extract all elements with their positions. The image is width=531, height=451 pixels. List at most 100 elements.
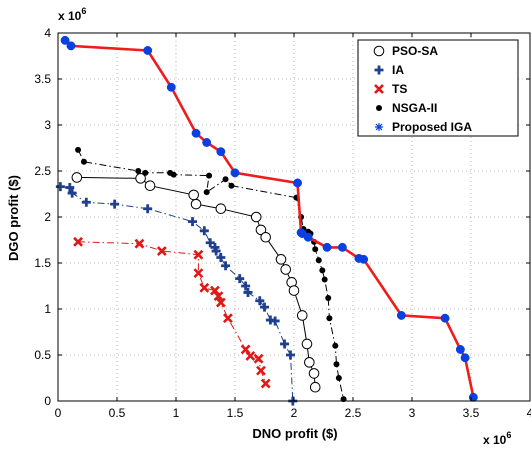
data-point-ia bbox=[211, 246, 221, 256]
legend-entry-nsga-ii: NSGA-II bbox=[376, 101, 437, 115]
data-point-ia bbox=[270, 316, 280, 326]
data-point-ia bbox=[221, 261, 231, 271]
data-point-ia bbox=[235, 274, 245, 284]
data-point-proposed-iga bbox=[60, 35, 70, 45]
data-point-nsga-ii bbox=[135, 168, 142, 174]
data-point-proposed-iga bbox=[322, 242, 332, 252]
data-point-ia bbox=[188, 217, 198, 227]
x-axis-label: DNO profit ($) bbox=[252, 426, 337, 441]
data-point-nsga-ii bbox=[333, 361, 340, 368]
data-point-pso-sa bbox=[250, 211, 262, 223]
data-point-proposed-iga bbox=[440, 313, 450, 323]
data-point-pso-sa bbox=[280, 264, 292, 275]
legend-label-nsga-ii: NSGA-II bbox=[392, 101, 437, 115]
legend-entry-ia: IA bbox=[374, 63, 404, 77]
y-axis-label: DGO profit ($) bbox=[6, 175, 21, 261]
data-point-nsga-ii bbox=[335, 375, 342, 381]
data-point-nsga-ii bbox=[80, 158, 87, 165]
data-point-ts bbox=[73, 236, 83, 247]
data-point-proposed-iga bbox=[293, 178, 302, 188]
legend-entry-pso-sa: PSO-SA bbox=[373, 44, 438, 58]
legend-label-pso-sa: PSO-SA bbox=[392, 44, 438, 58]
data-point-proposed-iga bbox=[143, 46, 153, 55]
data-point-proposed-iga bbox=[455, 345, 465, 354]
y-tick-label: 3.5 bbox=[34, 72, 51, 86]
x-tick-label: 1.5 bbox=[227, 406, 244, 420]
data-point-pso-sa bbox=[296, 310, 308, 321]
series-line-nsga-ii bbox=[77, 149, 345, 400]
data-point-ia bbox=[199, 226, 209, 236]
data-point-ts bbox=[215, 297, 226, 308]
data-point-ts bbox=[134, 238, 145, 249]
data-point-proposed-iga bbox=[468, 392, 478, 402]
legend-label-proposed-iga: Proposed IGA bbox=[392, 120, 472, 134]
legend-label-ia: IA bbox=[392, 63, 404, 77]
data-point-nsga-ii bbox=[222, 176, 229, 183]
legend-marker-proposed-iga bbox=[375, 123, 383, 131]
data-point-nsga-ii bbox=[315, 257, 322, 264]
y-scale-base: x 10 bbox=[58, 9, 82, 23]
data-point-ts bbox=[193, 249, 204, 260]
x-scale-base: x 10 bbox=[483, 433, 507, 447]
x-tick-label: 0.5 bbox=[109, 406, 126, 420]
x-tick-label: 0 bbox=[55, 406, 62, 420]
y-tick-label: 0 bbox=[44, 394, 51, 408]
y-tick-label: 2 bbox=[44, 210, 51, 224]
legend-marker-pso-sa bbox=[373, 45, 385, 57]
legend-entry-ts: TS bbox=[374, 82, 407, 96]
legend-box bbox=[357, 39, 519, 137]
x-tick-label: 3.5 bbox=[463, 406, 480, 420]
data-point-pso-sa bbox=[215, 203, 227, 215]
x-tick-label: 4 bbox=[527, 406, 531, 420]
series-proposed-iga bbox=[60, 35, 478, 402]
data-point-nsga-ii bbox=[142, 169, 149, 176]
data-point-ts bbox=[199, 282, 210, 293]
data-point-nsga-ii bbox=[319, 267, 326, 274]
data-point-pso-sa bbox=[288, 285, 300, 296]
data-point-ts bbox=[260, 378, 271, 389]
data-point-nsga-ii bbox=[332, 342, 339, 349]
y-tick-label: 4 bbox=[44, 26, 51, 40]
y-tick-label: 3 bbox=[44, 118, 51, 132]
data-point-nsga-ii bbox=[206, 172, 213, 179]
data-point-proposed-iga bbox=[66, 41, 76, 51]
y-scale-exponent: 6 bbox=[81, 6, 86, 16]
data-point-proposed-iga bbox=[166, 82, 176, 92]
data-point-nsga-ii bbox=[325, 294, 332, 301]
data-point-ia bbox=[216, 252, 226, 262]
data-point-ia bbox=[143, 204, 153, 214]
data-point-pso-sa bbox=[260, 231, 271, 243]
x-tick-label: 2 bbox=[291, 406, 298, 420]
data-point-proposed-iga bbox=[359, 254, 369, 264]
data-point-ts bbox=[156, 246, 167, 256]
series-layer bbox=[55, 35, 478, 406]
data-point-nsga-ii bbox=[170, 171, 177, 178]
data-point-pso-sa bbox=[308, 368, 320, 379]
data-point-proposed-iga bbox=[216, 147, 226, 157]
ticks: 0 0.5 1 1.5 2 2.5 3 3.5 4 0 0.5 1 1.5 2 2.5 3 3.5 4 bbox=[34, 26, 531, 420]
data-point-ts bbox=[210, 285, 220, 296]
data-point-ia bbox=[55, 182, 65, 192]
series-line-ts bbox=[78, 241, 267, 384]
series-pso-sa bbox=[71, 172, 321, 393]
data-point-pso-sa bbox=[275, 254, 287, 265]
data-point-ts bbox=[245, 351, 256, 361]
data-point-proposed-iga bbox=[396, 310, 406, 320]
data-point-ia bbox=[65, 183, 75, 193]
data-point-ts bbox=[256, 365, 266, 376]
data-point-pso-sa bbox=[255, 224, 267, 236]
data-point-ts bbox=[253, 353, 264, 364]
legend: PSO-SA IA TS NSGA-II Proposed IGA bbox=[357, 39, 519, 137]
series-ts bbox=[73, 236, 271, 389]
x-tick-label: 2.5 bbox=[345, 406, 362, 420]
series-ia bbox=[55, 182, 298, 406]
legend-entry-proposed-iga: Proposed IGA bbox=[375, 120, 472, 134]
data-point-nsga-ii bbox=[326, 315, 333, 322]
data-point-pso-sa bbox=[304, 357, 315, 368]
data-point-ia bbox=[67, 188, 77, 198]
x-tick-label: 3 bbox=[409, 406, 416, 420]
y-tick-label: 0.5 bbox=[34, 348, 51, 362]
data-point-ia bbox=[280, 339, 290, 349]
data-point-ts bbox=[223, 313, 233, 324]
